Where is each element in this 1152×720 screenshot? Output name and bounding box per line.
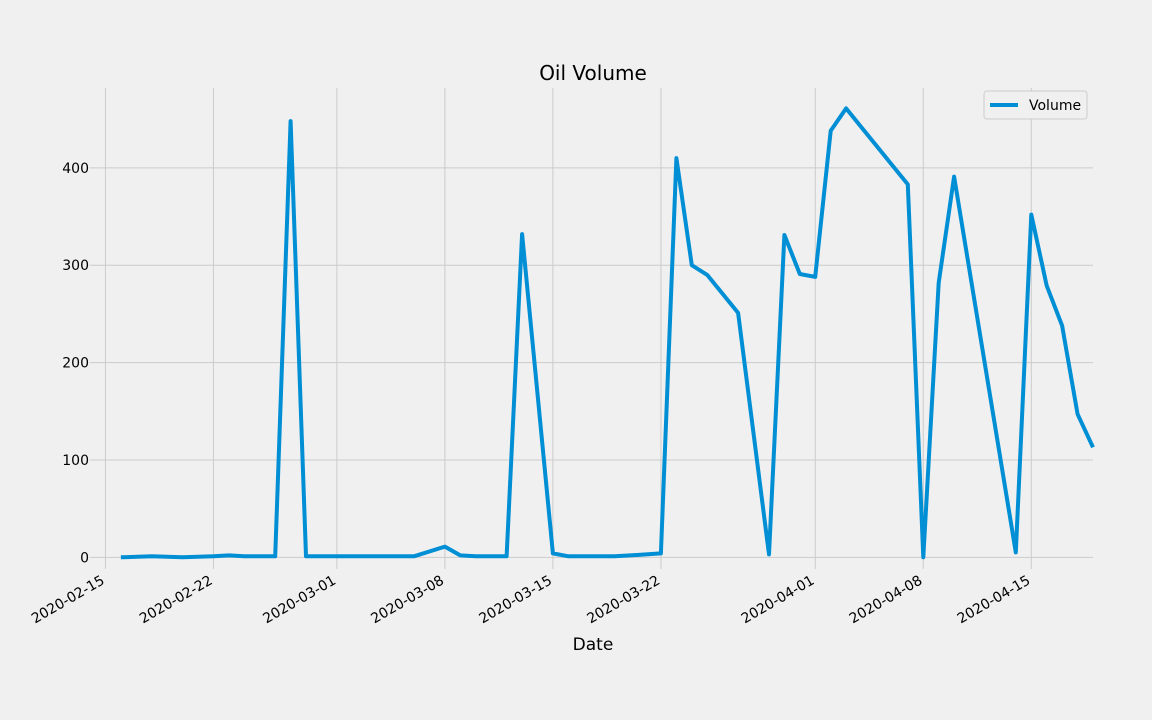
- x-tick-label: 2020-02-22: [137, 573, 215, 628]
- y-tick-labels: 0 100 200 300 400: [62, 161, 89, 566]
- legend-label-volume: Volume: [1029, 98, 1081, 114]
- x-tick-label: 2020-04-08: [847, 573, 925, 628]
- y-tick-label: 0: [80, 550, 89, 566]
- x-tick-label: 2020-03-22: [584, 573, 662, 628]
- x-tick-labels: 2020-02-15 2020-02-22 2020-03-01 2020-03-08…: [29, 573, 1033, 628]
- x-tick-label: 2020-03-08: [368, 573, 446, 628]
- x-tick-label: 2020-03-15: [476, 573, 554, 628]
- y-tick-label: 200: [62, 356, 89, 372]
- series-layer: [121, 108, 1093, 557]
- grid: [90, 88, 1093, 569]
- chart-title: Oil Volume: [539, 61, 647, 85]
- x-tick-label: 2020-02-15: [29, 573, 107, 628]
- x-tick-label: 2020-03-01: [260, 573, 338, 628]
- x-tick-label: 2020-04-15: [955, 573, 1033, 628]
- legend[interactable]: Volume: [984, 91, 1087, 119]
- y-tick-label: 300: [62, 258, 89, 274]
- y-tick-label: 400: [62, 161, 89, 177]
- y-tick-label: 100: [62, 453, 89, 469]
- series-line-volume: [121, 108, 1093, 557]
- x-tick-label: 2020-04-01: [739, 573, 817, 628]
- x-axis-label: Date: [573, 635, 614, 655]
